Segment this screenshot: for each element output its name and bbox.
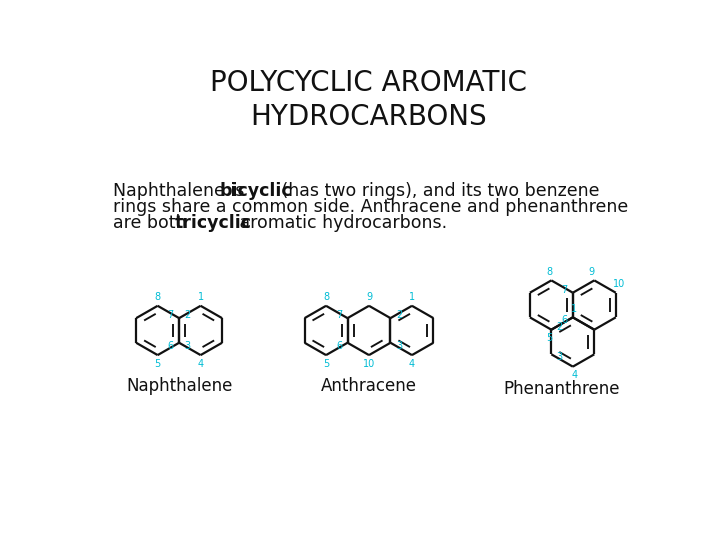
Text: Phenanthrene: Phenanthrene <box>504 381 621 399</box>
Text: 4: 4 <box>571 370 577 380</box>
Text: 3: 3 <box>557 353 563 362</box>
Text: 5: 5 <box>323 359 329 369</box>
Text: 5: 5 <box>546 333 553 343</box>
Text: bicyclic: bicyclic <box>220 182 292 200</box>
Text: 7: 7 <box>561 285 567 295</box>
Text: 4: 4 <box>197 359 204 369</box>
Text: 2: 2 <box>396 310 402 320</box>
Text: 8: 8 <box>546 267 553 277</box>
Text: 8: 8 <box>323 292 329 302</box>
Text: aromatic hydrocarbons.: aromatic hydrocarbons. <box>234 214 447 232</box>
Text: Anthracene: Anthracene <box>321 377 417 395</box>
Text: 8: 8 <box>155 292 161 302</box>
Text: rings share a common side. Anthracene and phenanthrene: rings share a common side. Anthracene an… <box>113 198 629 215</box>
Text: Naphthalene: Naphthalene <box>126 377 233 395</box>
Text: 7: 7 <box>336 310 342 320</box>
Text: Naphthalene is: Naphthalene is <box>113 182 250 200</box>
Text: 6: 6 <box>561 315 567 326</box>
Text: 9: 9 <box>588 267 594 277</box>
Text: are both: are both <box>113 214 192 232</box>
Text: 2: 2 <box>184 310 191 320</box>
Text: 10: 10 <box>613 279 625 289</box>
Text: 1: 1 <box>409 292 415 302</box>
Text: 5: 5 <box>155 359 161 369</box>
Text: 6: 6 <box>336 341 342 351</box>
Text: 1: 1 <box>571 304 577 314</box>
Text: 4: 4 <box>409 359 415 369</box>
Text: 9: 9 <box>366 292 372 302</box>
Text: 3: 3 <box>396 341 402 351</box>
Text: 3: 3 <box>184 341 191 351</box>
Text: 7: 7 <box>168 310 174 320</box>
Text: POLYCYCLIC AROMATIC
HYDROCARBONS: POLYCYCLIC AROMATIC HYDROCARBONS <box>210 69 528 131</box>
Text: 2: 2 <box>557 322 563 332</box>
Text: 10: 10 <box>363 359 375 369</box>
Text: 1: 1 <box>197 292 204 302</box>
Text: (has two rings), and its two benzene: (has two rings), and its two benzene <box>276 182 599 200</box>
Text: 6: 6 <box>168 341 174 351</box>
Text: tricyclic: tricyclic <box>174 214 251 232</box>
